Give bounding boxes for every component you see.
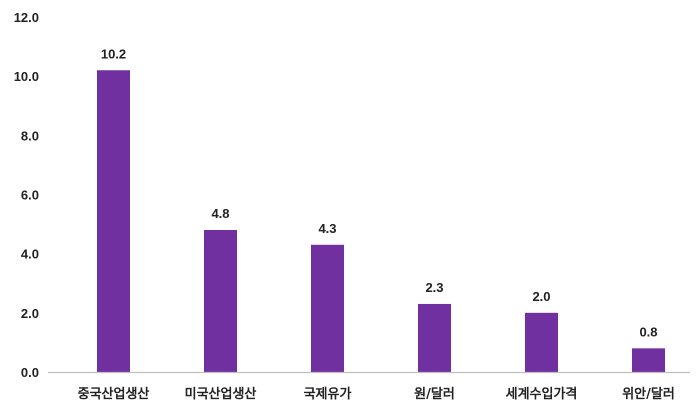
data-label: 2.0 bbox=[532, 289, 550, 304]
y-tick-label: 12.0 bbox=[14, 10, 39, 25]
data-label: 4.3 bbox=[318, 221, 336, 236]
y-tick-label: 2.0 bbox=[21, 306, 39, 321]
bar bbox=[311, 244, 344, 372]
category-label: 세계수입가격 bbox=[506, 387, 578, 402]
data-labels: 10.2 4.8 4.3 2.3 2.0 0.8 bbox=[101, 46, 658, 339]
data-label: 4.8 bbox=[211, 206, 229, 221]
x-axis-labels: 중국산업생산 미국산업생산 국제유가 원/달러 세계수입가격 위안/달러 bbox=[78, 386, 675, 402]
data-label: 0.8 bbox=[639, 324, 657, 339]
category-label: 중국산업생산 bbox=[78, 386, 150, 402]
data-label: 10.2 bbox=[101, 46, 126, 61]
bar bbox=[525, 312, 558, 372]
y-tick-label: 0.0 bbox=[21, 365, 39, 380]
bar bbox=[632, 348, 665, 372]
y-axis-ticks: 0.0 2.0 4.0 6.0 8.0 10.0 12.0 bbox=[14, 10, 39, 380]
category-label: 원/달러 bbox=[414, 386, 455, 402]
data-label: 2.3 bbox=[425, 280, 443, 295]
y-tick-label: 8.0 bbox=[21, 128, 39, 143]
y-tick-label: 10.0 bbox=[14, 69, 39, 84]
category-label: 미국산업생산 bbox=[185, 386, 257, 402]
category-label: 위안/달러 bbox=[622, 386, 675, 402]
bars bbox=[97, 70, 665, 372]
category-label: 국제유가 bbox=[304, 387, 352, 402]
bar bbox=[204, 230, 237, 372]
y-tick-label: 4.0 bbox=[21, 247, 39, 262]
bar bbox=[418, 303, 451, 372]
bar bbox=[97, 70, 130, 372]
y-tick-label: 6.0 bbox=[21, 188, 39, 203]
